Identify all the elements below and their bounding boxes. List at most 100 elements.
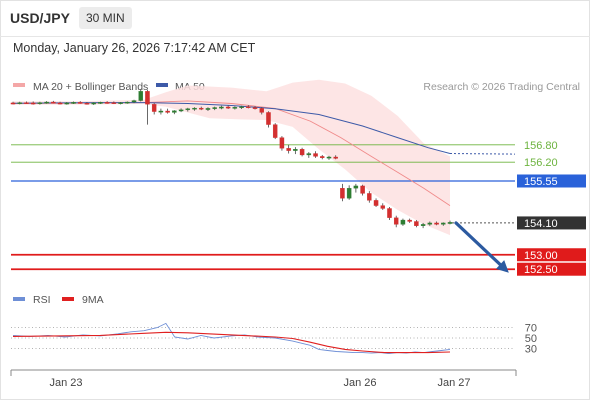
bearish-candle bbox=[199, 107, 204, 110]
bullish-candle bbox=[205, 108, 211, 110]
bearish-candle bbox=[51, 101, 56, 104]
instrument-title: USD/JPY bbox=[10, 10, 70, 26]
bullish-candle bbox=[232, 107, 238, 109]
x-axis-tick-label: Jan 23 bbox=[49, 377, 82, 389]
current-level-label: 154.10 bbox=[524, 218, 558, 230]
projection-arrow-shaft bbox=[454, 221, 505, 269]
resistance-level-label: 156.80 bbox=[524, 140, 558, 152]
bearish-candle bbox=[10, 102, 16, 105]
bullish-candle bbox=[185, 108, 191, 111]
bearish-candle bbox=[434, 222, 439, 225]
timeframe-button[interactable]: 30 MIN bbox=[79, 7, 132, 29]
bearish-candle bbox=[313, 153, 318, 157]
ma50-line bbox=[12, 102, 451, 154]
bullish-candle bbox=[293, 149, 298, 151]
bearish-candle bbox=[111, 102, 117, 104]
bearish-candle bbox=[252, 107, 258, 109]
bullish-candle bbox=[131, 100, 137, 103]
bearish-candle bbox=[246, 106, 251, 109]
bearish-candle bbox=[84, 103, 90, 105]
bearish-candle bbox=[286, 148, 291, 151]
bullish-candle bbox=[420, 224, 426, 226]
bearish-candle bbox=[373, 200, 379, 206]
support-level-label: 153.00 bbox=[524, 250, 558, 262]
bullish-candle bbox=[37, 102, 43, 104]
bearish-candle bbox=[414, 221, 419, 226]
support-level-badge bbox=[517, 262, 586, 276]
bullish-candle bbox=[353, 185, 359, 189]
bullish-candle bbox=[44, 101, 49, 104]
support-level-label: 152.50 bbox=[524, 264, 558, 276]
x-axis-tick-label: Jan 27 bbox=[437, 377, 470, 389]
support-level-badge bbox=[517, 248, 586, 262]
bullish-candle bbox=[239, 106, 244, 109]
bullish-candle bbox=[17, 102, 22, 104]
chart-header: USD/JPY 30 MIN bbox=[0, 0, 590, 36]
ma50-projection-line bbox=[449, 153, 516, 155]
bullish-candle bbox=[219, 106, 224, 109]
research-credit: Research © 2026 Trading Central bbox=[423, 81, 580, 93]
bollinger-legend-label: MA 20 + Bollinger Bands bbox=[33, 81, 148, 93]
pivot-level-badge bbox=[517, 174, 586, 188]
bearish-candle bbox=[299, 149, 305, 156]
levels-layer bbox=[11, 144, 515, 271]
header-divider bbox=[0, 36, 590, 37]
bearish-candle bbox=[145, 91, 150, 105]
bullish-candle bbox=[172, 110, 177, 113]
candles-layer bbox=[10, 89, 453, 229]
bullish-candle bbox=[192, 107, 197, 110]
rsi-legend: RSI 9MA bbox=[13, 294, 104, 306]
rsi-tick-label: 30 bbox=[525, 343, 537, 355]
bullish-candle bbox=[306, 153, 312, 156]
bullish-candle bbox=[138, 91, 143, 101]
bullish-candle bbox=[98, 102, 103, 104]
rsi-legend-swatch bbox=[13, 297, 25, 301]
ma50-legend-swatch bbox=[156, 83, 168, 87]
rsi-tick-label: 70 bbox=[525, 323, 537, 335]
bearish-candle bbox=[360, 185, 365, 194]
bullish-candle bbox=[441, 222, 446, 225]
bullish-candle bbox=[427, 222, 433, 225]
bearish-candle bbox=[225, 106, 231, 109]
bearish-candle bbox=[165, 110, 170, 113]
bullish-candle bbox=[447, 222, 453, 224]
bullish-candle bbox=[346, 188, 352, 199]
bullish-candle bbox=[178, 109, 184, 112]
bullish-candle bbox=[91, 102, 96, 105]
bearish-candle bbox=[340, 188, 345, 199]
level-labels-layer: 156.80 156.20 155.55 154.10 153.00 152.50 bbox=[517, 140, 586, 276]
moving-average-layer bbox=[12, 100, 516, 273]
bullish-candle bbox=[118, 102, 123, 104]
current-level-badge bbox=[517, 216, 586, 230]
bearish-candle bbox=[77, 102, 83, 104]
chart-datetime: Monday, January 26, 2026 7:17:42 AM CET bbox=[13, 41, 256, 55]
bearish-candle bbox=[387, 208, 392, 218]
bearish-candle bbox=[259, 108, 264, 113]
bullish-candle bbox=[64, 102, 70, 105]
rsi-tick-label: 50 bbox=[525, 333, 537, 345]
bullish-candle bbox=[400, 219, 406, 225]
bullish-candle bbox=[125, 101, 130, 104]
bearish-candle bbox=[266, 112, 271, 125]
bearish-candle bbox=[272, 124, 278, 138]
pivot-level-label: 155.55 bbox=[524, 176, 558, 188]
bearish-candle bbox=[104, 102, 110, 104]
rsi-ma-legend-label: 9MA bbox=[82, 294, 104, 306]
bearish-candle bbox=[367, 193, 372, 201]
bearish-candle bbox=[151, 104, 157, 112]
bollinger-legend-swatch bbox=[13, 83, 25, 87]
rsi-legend-label: RSI bbox=[33, 294, 51, 306]
bearish-candle bbox=[57, 102, 63, 105]
bullish-candle bbox=[71, 102, 76, 104]
resistance-level-label: 156.20 bbox=[524, 157, 558, 169]
bullish-candle bbox=[158, 110, 164, 113]
rsi-ma-legend-swatch bbox=[62, 297, 74, 301]
bullish-candle bbox=[212, 107, 217, 109]
x-axis: Jan 23 Jan 26 Jan 27 bbox=[10, 369, 517, 389]
bullish-candle bbox=[326, 156, 332, 159]
bearish-candle bbox=[279, 137, 285, 149]
projection-arrow-head bbox=[495, 260, 509, 273]
